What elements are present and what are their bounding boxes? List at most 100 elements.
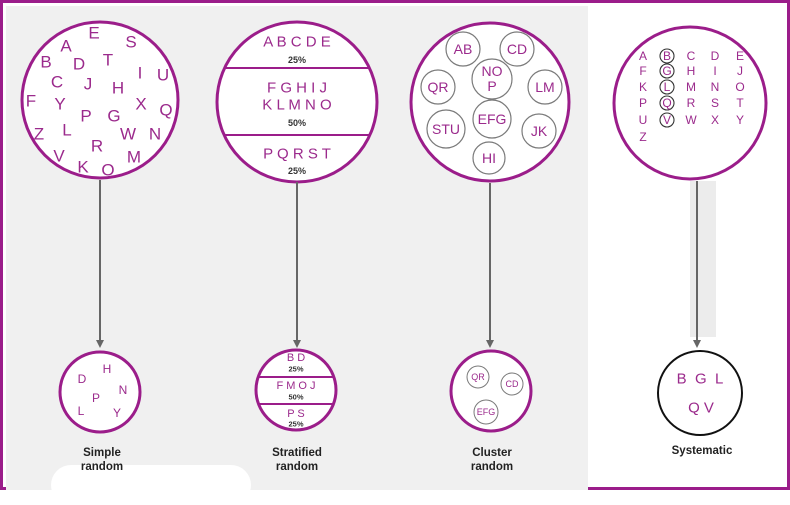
- sample-stratum-letters: F M O J: [276, 380, 315, 392]
- simple-sample-letter: D: [78, 372, 87, 386]
- cluster-circle: [472, 141, 506, 175]
- simple-population-letter: M: [127, 148, 141, 167]
- cluster-sample-label: QR: [471, 372, 485, 382]
- systematic-grid-letter: J: [737, 64, 743, 78]
- systematic-grid-letter: I: [713, 64, 716, 78]
- systematic-grid-letter: A: [639, 49, 647, 63]
- simple-population-letter: P: [80, 107, 91, 126]
- systematic-grid-letter: X: [711, 113, 719, 127]
- stratum-letters: K L M N O: [262, 97, 331, 114]
- systematic-grid-letter: R: [687, 96, 696, 110]
- sample-stratum-letters: P S: [287, 408, 305, 420]
- cluster-sample-circle: [449, 349, 533, 433]
- simple-population-letter: B: [40, 53, 51, 72]
- cluster-sample-label: CD: [506, 379, 519, 389]
- sample-stratum-percent: 50%: [288, 393, 303, 402]
- cluster-label: JK: [531, 123, 548, 139]
- sample-stratum-percent: 25%: [288, 365, 303, 374]
- systematic-grid-letter: Z: [639, 130, 646, 144]
- simple-population-letter: G: [107, 107, 120, 126]
- systematic-grid-letter: B: [663, 49, 671, 63]
- simple-population-letter: F: [26, 92, 36, 111]
- caption-stratified-random: Stratified random: [255, 446, 339, 474]
- caption-cluster-random: Cluster random: [452, 446, 532, 474]
- stratified-random-panel: A B C D E 25% F G H I JK L M N O 50% P Q R S…: [215, 20, 379, 432]
- cluster-label: EFG: [478, 111, 507, 127]
- cluster-circle: [499, 31, 535, 67]
- systematic-grid-letter: S: [711, 96, 719, 110]
- caption-cluster-line1: Cluster: [472, 447, 512, 459]
- caption-systematic: Systematic: [652, 444, 752, 458]
- systematic-grid-letter: K: [639, 80, 647, 94]
- simple-population-letter: K: [77, 158, 89, 177]
- simple-population-letter: T: [103, 51, 113, 70]
- cluster-label: HI: [482, 150, 496, 166]
- caption-stratified-line1: Stratified: [272, 447, 322, 459]
- simple-sample-letter: P: [92, 391, 100, 405]
- stratum-letters: F G H I J: [267, 80, 327, 97]
- caption-stratified-line2: random: [275, 461, 319, 473]
- simple-population-letter: X: [135, 95, 146, 114]
- cluster-circle: [471, 58, 513, 100]
- simple-population-letter: H: [112, 79, 124, 98]
- simple-population-letter: C: [51, 73, 63, 92]
- simple-population-letter: L: [62, 121, 71, 140]
- cluster-sample-label: EFG: [477, 407, 496, 417]
- systematic-grid-letter: Y: [736, 113, 744, 127]
- systematic-population-circle: [612, 25, 768, 181]
- cluster-sample-circle-small: [466, 365, 490, 389]
- systematic-selection-ring: [659, 48, 675, 64]
- systematic-grid-letter: C: [687, 49, 696, 63]
- cluster-label: AB: [454, 41, 473, 57]
- systematic-arrow-band: [690, 181, 716, 337]
- cluster-circle: [472, 99, 512, 139]
- simple-population-circle: [20, 20, 180, 180]
- simple-population-letter: A: [60, 37, 72, 56]
- cluster-label: NO P: [482, 63, 503, 94]
- caption-simple-line1: Simple: [83, 447, 121, 459]
- systematic-grid-letter: L: [664, 80, 671, 94]
- systematic-panel: A B C D E F G H I J K L M N O P Q R S T U V W X Y Z B G L Q V: [612, 25, 768, 436]
- systematic-grid-letter: E: [736, 49, 744, 63]
- cluster-circle: [445, 31, 481, 67]
- systematic-grid-letter: P: [639, 96, 647, 110]
- simple-population-letter: Y: [54, 95, 65, 114]
- cluster-sample-circle-small: [473, 399, 499, 425]
- stratum-letters: P Q R S T: [263, 146, 331, 163]
- cluster-label: LM: [535, 79, 554, 95]
- simple-population-letter: U: [157, 66, 169, 85]
- simple-sample-circle: [58, 350, 142, 434]
- cluster-label: QR: [428, 79, 449, 95]
- cluster-circle: [420, 69, 456, 105]
- stratum-percent: 25%: [288, 166, 306, 176]
- systematic-grid-letter: V: [663, 113, 671, 127]
- systematic-grid-letter: M: [686, 80, 696, 94]
- cluster-circle: [527, 69, 563, 105]
- stratum-percent: 50%: [288, 118, 306, 128]
- simple-population-letter: Z: [34, 125, 44, 144]
- simple-sample-letter: L: [78, 404, 85, 418]
- cluster-label: STU: [432, 121, 460, 137]
- systematic-grid-letter: N: [711, 80, 720, 94]
- stratum-percent: 25%: [288, 55, 306, 65]
- stratum-letters: A B C D E: [263, 34, 331, 51]
- cluster-population-circle: [409, 21, 571, 183]
- simple-population-letter: D: [73, 55, 85, 74]
- simple-population-letter: N: [149, 125, 161, 144]
- systematic-selection-ring: [659, 95, 675, 111]
- simple-population-letter: E: [88, 24, 99, 43]
- simple-population-letter: R: [91, 137, 103, 156]
- sample-stratum-percent: 25%: [288, 420, 303, 429]
- cluster-circle: [521, 113, 557, 149]
- caption-systematic-line1: Systematic: [671, 445, 733, 457]
- simple-population-letter: S: [125, 33, 136, 52]
- simple-population-letter: Q: [159, 101, 172, 120]
- simple-sample-letter: N: [119, 383, 128, 397]
- systematic-grid-letter: T: [736, 96, 744, 110]
- systematic-sample-row-2: Q V: [688, 400, 714, 417]
- systematic-grid-letter: W: [685, 113, 697, 127]
- cluster-random-panel: AB CD QR NO P LM STU EFG JK HI QR CD EFG: [409, 21, 571, 433]
- simple-population-letter: I: [138, 64, 143, 83]
- sample-stratum-letters: B D: [287, 352, 305, 364]
- systematic-grid-letter: H: [687, 64, 696, 78]
